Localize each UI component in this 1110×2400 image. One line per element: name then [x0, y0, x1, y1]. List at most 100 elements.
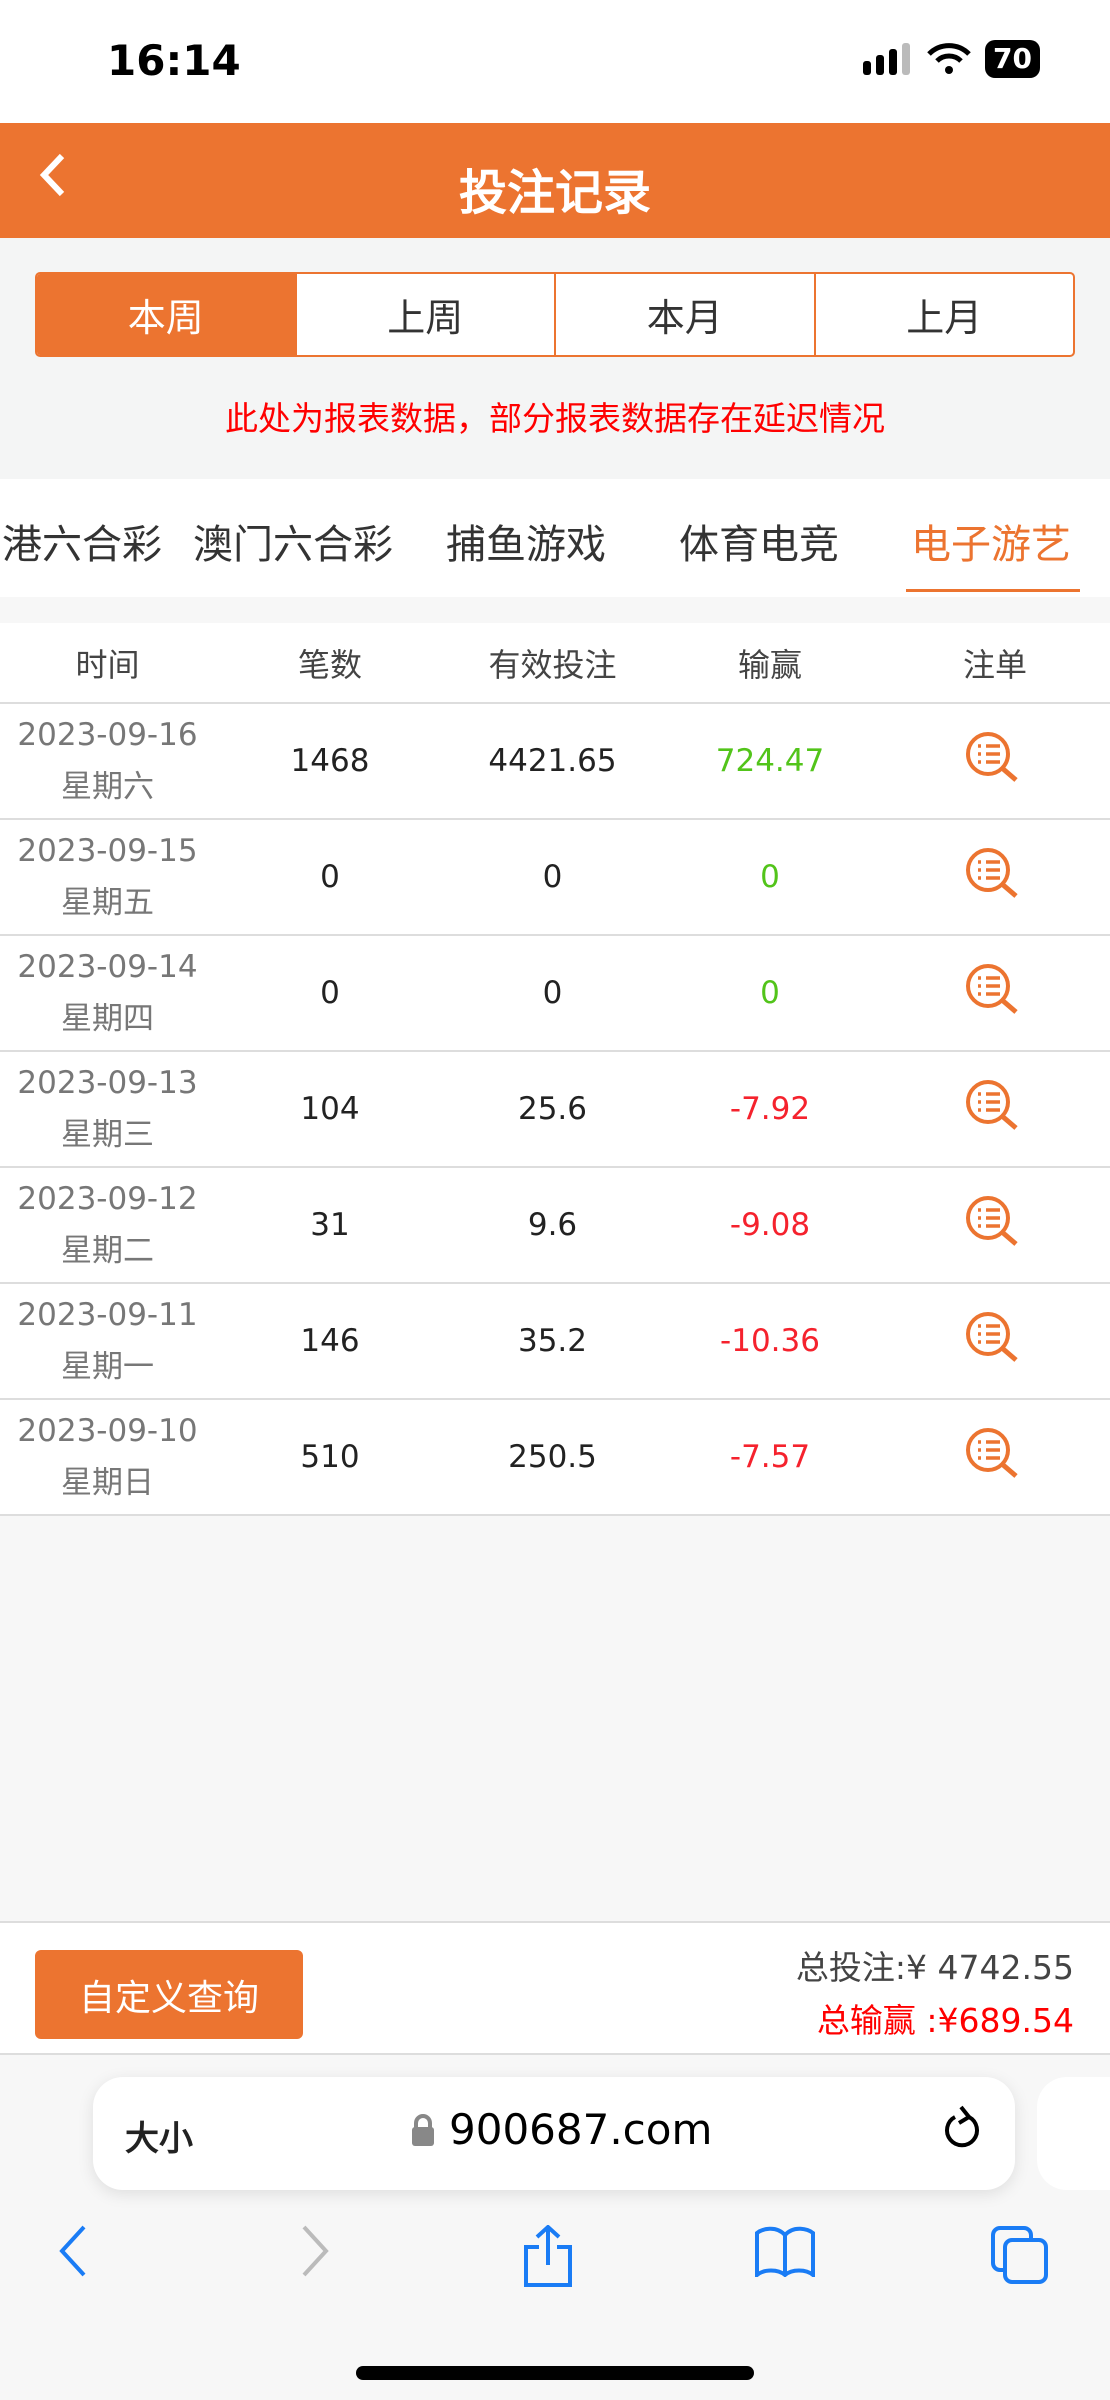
- cell-valid-bet: 25.6: [517, 1091, 588, 1127]
- date-text: 2023-09-13: [17, 1065, 198, 1101]
- table-row: 2023-09-12 星期二 31 9.6 -9.08: [0, 1168, 1110, 1284]
- date-text: 2023-09-14: [17, 949, 198, 985]
- table-row: 2023-09-11 星期一 146 35.2 -10.36: [0, 1284, 1110, 1400]
- date-text: 2023-09-15: [17, 833, 198, 869]
- cell-win-loss: -10.36: [720, 1323, 820, 1359]
- col-slip: 注单: [962, 645, 1027, 684]
- chevron-right-icon: [302, 2225, 329, 2277]
- cell-count: 146: [300, 1323, 360, 1359]
- cell-date: 2023-09-12 星期二: [0, 1173, 215, 1277]
- cell-slip: [880, 1078, 1110, 1140]
- tab-hk-lottery[interactable]: 港六合彩: [2, 522, 162, 568]
- weekday-text: 星期三: [61, 1117, 154, 1153]
- cell-valid-bet: 4421.65: [488, 743, 617, 779]
- cell-slip: [880, 846, 1110, 908]
- weekday-text: 星期日: [61, 1465, 154, 1501]
- weekday-text: 星期四: [61, 1001, 154, 1037]
- view-slip-icon[interactable]: [964, 1078, 1026, 1140]
- bookmarks-button[interactable]: [754, 2225, 816, 2291]
- view-slip-icon[interactable]: [964, 1426, 1026, 1488]
- tab-macau-lottery[interactable]: 澳门六合彩: [193, 522, 393, 568]
- weekday-text: 星期一: [61, 1349, 154, 1385]
- table-row: 2023-09-13 星期三 104 25.6 -7.92: [0, 1052, 1110, 1168]
- date-text: 2023-09-10: [17, 1413, 198, 1449]
- signal-icon: [863, 43, 911, 75]
- cell-date: 2023-09-14 星期四: [0, 941, 215, 1045]
- period-tabs: 本周 上周 本月 上月: [35, 272, 1075, 357]
- cell-win-loss: 0: [760, 859, 780, 895]
- cell-count: 0: [320, 859, 340, 895]
- active-tab-underline: [906, 589, 1080, 592]
- view-slip-icon[interactable]: [964, 1194, 1026, 1256]
- cell-date: 2023-09-10 星期日: [0, 1405, 215, 1509]
- view-slip-icon[interactable]: [964, 846, 1026, 908]
- col-count: 笔数: [297, 645, 362, 684]
- home-indicator: [356, 2366, 754, 2380]
- cell-count: 104: [300, 1091, 360, 1127]
- cell-slip: [880, 1426, 1110, 1488]
- cell-valid-bet: 250.5: [508, 1439, 597, 1475]
- chevron-left-icon: [39, 153, 65, 197]
- lock-icon: [412, 2113, 434, 2146]
- view-slip-icon[interactable]: [964, 730, 1026, 792]
- browser-forward-button[interactable]: [300, 2225, 330, 2291]
- col-win-loss: 输赢: [737, 645, 802, 684]
- wifi-icon: [927, 43, 971, 74]
- page-settings-button[interactable]: 大小: [125, 2119, 193, 2159]
- tab-fishing[interactable]: 捕鱼游戏: [446, 522, 606, 568]
- cell-date: 2023-09-11 星期一: [0, 1289, 215, 1393]
- book-icon: [755, 2226, 815, 2280]
- tab-sports[interactable]: 体育电竞: [679, 522, 839, 568]
- reload-icon: [945, 2105, 979, 2148]
- next-tab-preview[interactable]: [1037, 2077, 1110, 2190]
- status-time: 16:14: [107, 36, 241, 85]
- header: 投注记录: [0, 123, 1110, 238]
- cell-valid-bet: 0: [542, 859, 563, 895]
- tab-last-month[interactable]: 上月: [813, 274, 1074, 355]
- tabs-icon: [991, 2226, 1048, 2284]
- cell-count: 1468: [290, 743, 370, 779]
- table-row: 2023-09-16 星期六 1468 4421.65 724.47: [0, 704, 1110, 820]
- tab-electronic[interactable]: 电子游艺: [911, 522, 1071, 568]
- page-title: 投注记录: [458, 165, 651, 221]
- weekday-text: 星期五: [61, 885, 154, 921]
- cell-slip: [880, 1194, 1110, 1256]
- address-bar[interactable]: 大小 900687.com: [93, 2077, 1015, 2190]
- tabs-button[interactable]: [990, 2225, 1050, 2299]
- date-text: 2023-09-12: [17, 1181, 198, 1217]
- reload-button[interactable]: [941, 2103, 983, 2165]
- col-time: 时间: [75, 645, 140, 684]
- table-row: 2023-09-14 星期四 0 0 0: [0, 936, 1110, 1052]
- date-text: 2023-09-16: [17, 717, 198, 753]
- battery-icon: 70: [985, 40, 1040, 78]
- col-valid-bet: 有效投注: [488, 645, 617, 684]
- tab-this-week[interactable]: 本周: [37, 274, 295, 355]
- cell-win-loss: 724.47: [715, 743, 825, 779]
- table-row: 2023-09-10 星期日 510 250.5 -7.57: [0, 1400, 1110, 1516]
- url-text: 900687.com: [449, 2105, 713, 2154]
- share-button[interactable]: [522, 2224, 574, 2301]
- footer: 自定义查询 总投注:¥ 4742.55 总输赢 :¥689.54: [0, 1921, 1110, 2055]
- browser-back-button[interactable]: [58, 2225, 88, 2291]
- total-win-loss: 总输赢 :¥689.54: [816, 2001, 1074, 2040]
- bet-table: 时间 笔数 有效投注 输赢 注单 2023-09-16 星期六 1468 4421…: [0, 623, 1110, 1516]
- date-text: 2023-09-11: [17, 1297, 198, 1333]
- view-slip-icon[interactable]: [964, 962, 1026, 1024]
- tab-last-week[interactable]: 上周: [294, 274, 555, 355]
- cell-win-loss: -9.08: [729, 1207, 811, 1243]
- share-icon: [524, 2224, 572, 2287]
- notice-text: 此处为报表数据，部分报表数据存在延迟情况: [225, 399, 885, 438]
- cell-slip: [880, 962, 1110, 1024]
- view-slip-icon[interactable]: [964, 1310, 1026, 1372]
- cell-win-loss: -7.92: [729, 1091, 811, 1127]
- cell-valid-bet: 0: [542, 975, 563, 1011]
- total-bet: 总投注:¥ 4742.55: [795, 1948, 1074, 1987]
- tab-this-month[interactable]: 本月: [554, 274, 814, 355]
- custom-query-button[interactable]: 自定义查询: [35, 1950, 303, 2039]
- cell-count: 510: [300, 1439, 360, 1475]
- cell-count: 0: [320, 975, 340, 1011]
- back-button[interactable]: [38, 149, 68, 214]
- table-header: 时间 笔数 有效投注 输赢 注单: [0, 623, 1110, 704]
- cell-date: 2023-09-15 星期五: [0, 825, 215, 929]
- table-row: 2023-09-15 星期五 0 0 0: [0, 820, 1110, 936]
